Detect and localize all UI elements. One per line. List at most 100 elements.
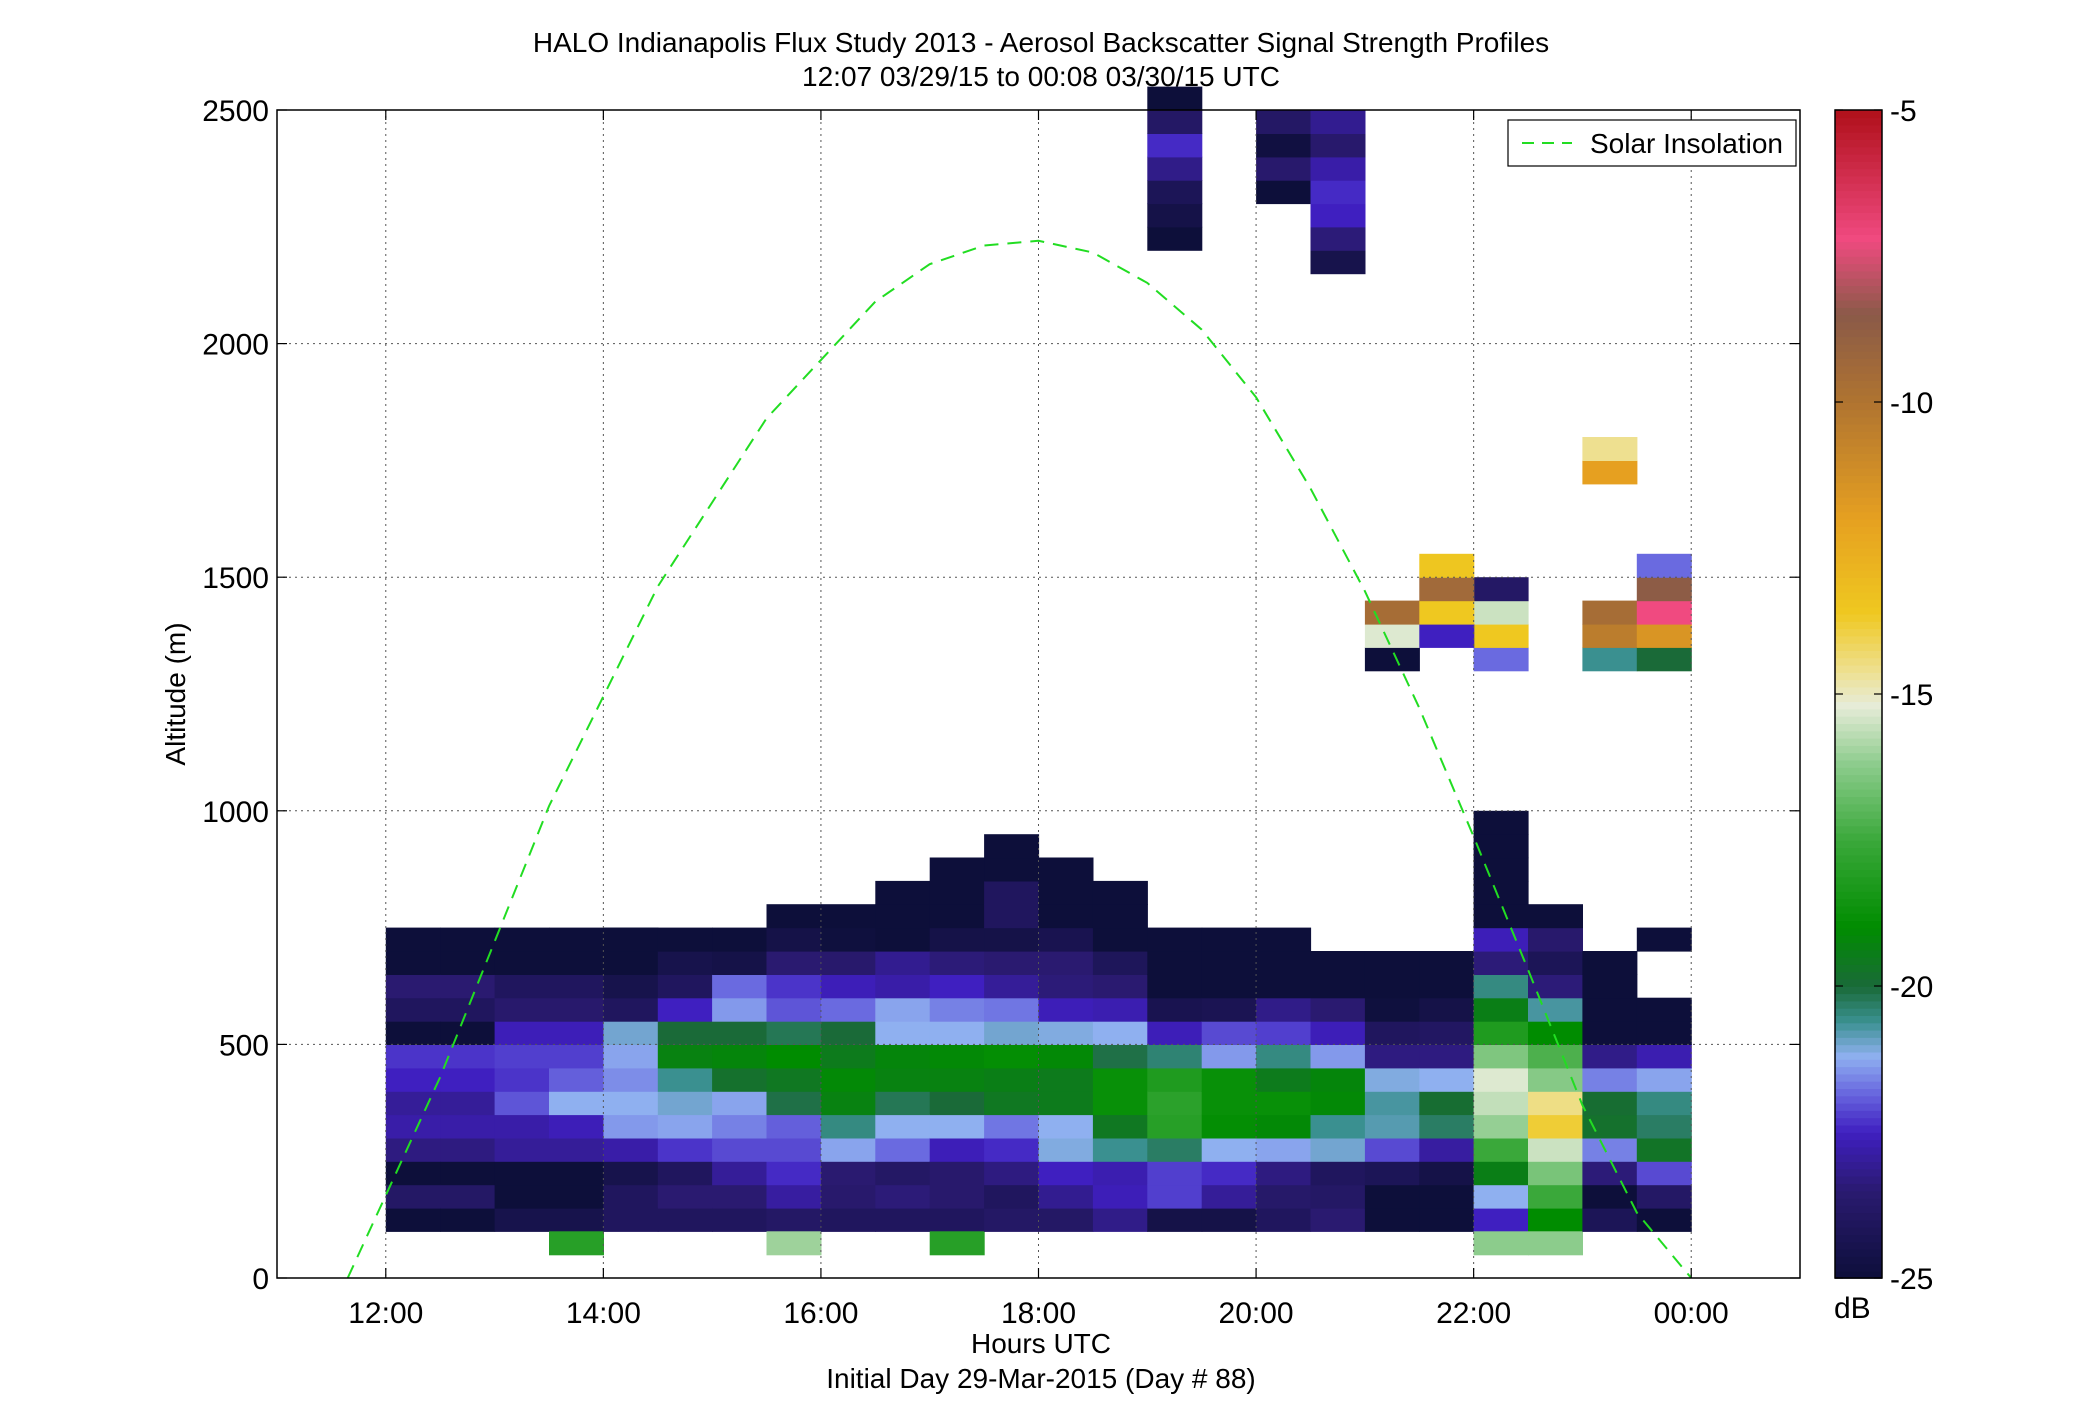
- heatmap-cell: [712, 1067, 768, 1092]
- colorbar-swatch: [1835, 183, 1882, 192]
- heatmap-cell: [657, 1067, 713, 1092]
- heatmap-cell: [1364, 1207, 1420, 1232]
- heatmap-cell: [1147, 927, 1203, 952]
- heatmap-cell: [1147, 1021, 1203, 1045]
- heatmap-cell: [1364, 1137, 1420, 1162]
- colorbar-swatch: [1835, 350, 1882, 359]
- y-axis-label: Altitude (m): [160, 622, 191, 765]
- heatmap-cell: [1310, 1137, 1366, 1162]
- heatmap-cell: [549, 1067, 604, 1092]
- colorbar-swatch: [1835, 314, 1882, 323]
- heatmap-cell: [385, 997, 441, 1022]
- heatmap-cell: [1256, 1067, 1312, 1092]
- heatmap-cell: [1473, 1021, 1529, 1045]
- heatmap-cell: [1310, 1067, 1366, 1092]
- legend: Solar Insolation: [1507, 119, 1797, 167]
- heatmap-cell: [1419, 1067, 1475, 1092]
- colorbar-swatch: [1835, 1044, 1882, 1053]
- heatmap-cell: [1419, 553, 1475, 578]
- heatmap-cell: [875, 997, 931, 1022]
- heatmap-cell: [1636, 1161, 1692, 1186]
- heatmap-cell: [549, 951, 604, 975]
- colorbar-swatch: [1835, 460, 1882, 469]
- heatmap-cell: [820, 1067, 876, 1092]
- colorbar-swatch: [1835, 343, 1882, 352]
- heatmap-cell: [1582, 1114, 1638, 1139]
- colorbar-swatch: [1835, 277, 1882, 286]
- colorbar-swatch: [1835, 1256, 1882, 1265]
- colorbar-swatch: [1835, 1168, 1882, 1177]
- colorbar-swatch: [1835, 949, 1882, 958]
- colorbar-swatch: [1835, 737, 1882, 746]
- heatmap-cell: [820, 974, 876, 999]
- colorbar-swatch: [1835, 752, 1882, 761]
- heatmap-cell: [766, 997, 822, 1022]
- heatmap-cell: [875, 1044, 931, 1069]
- heatmap-cell: [1092, 1207, 1148, 1232]
- heatmap-cell: [1473, 623, 1529, 648]
- heatmap-cell: [1092, 1161, 1148, 1186]
- x-tick-label: 22:00: [1436, 1297, 1511, 1330]
- heatmap-cell: [1147, 156, 1203, 181]
- colorbar-swatch: [1835, 394, 1882, 403]
- colorbar-swatch: [1835, 562, 1882, 571]
- x-axis-label: Hours UTC: [971, 1328, 1111, 1359]
- colorbar-swatch: [1835, 256, 1882, 265]
- heatmap-cell: [1310, 1161, 1366, 1186]
- heatmap-cell: [1038, 1067, 1094, 1092]
- heatmap-cell: [1419, 1091, 1475, 1116]
- colorbar: -5 -10 -15 -20 -25 dB: [1834, 95, 1933, 1325]
- heatmap-cell: [984, 1067, 1040, 1092]
- heatmap-cell: [1473, 810, 1529, 835]
- heatmap-cell: [1256, 110, 1312, 134]
- heatmap-cell: [1582, 1021, 1638, 1045]
- heatmap-cell: [1582, 647, 1638, 672]
- colorbar-swatch: [1835, 555, 1882, 564]
- heatmap-cell: [1473, 1044, 1529, 1069]
- heatmap-cell: [1147, 1044, 1203, 1069]
- colorbar-swatch: [1835, 1095, 1882, 1104]
- heatmap-cell: [1473, 1137, 1529, 1162]
- colorbar-swatch: [1835, 1248, 1882, 1257]
- heatmap-cell: [1201, 997, 1257, 1022]
- colorbar-swatch: [1835, 971, 1882, 980]
- colorbar-swatch: [1835, 986, 1882, 995]
- heatmap-cell: [1256, 1044, 1312, 1069]
- heatmap-cell: [820, 997, 876, 1022]
- heatmap-cell: [1038, 1207, 1094, 1232]
- heatmap-cell: [1419, 1021, 1475, 1045]
- colorbar-swatch: [1835, 1183, 1882, 1192]
- heatmap-cell: [766, 974, 822, 999]
- heatmap-cell: [766, 1091, 822, 1116]
- heatmap-cell: [984, 1091, 1040, 1116]
- heatmap-cell: [549, 1161, 604, 1186]
- heatmap-cell: [603, 1137, 659, 1162]
- heatmap-cell: [1310, 1091, 1366, 1116]
- heatmap-cell: [1038, 1184, 1094, 1209]
- heatmap-cell: [1473, 1207, 1529, 1232]
- heatmap-cell: [1092, 1137, 1148, 1162]
- colorbar-swatch: [1835, 694, 1882, 703]
- heatmap-cell: [1473, 927, 1529, 952]
- heatmap-cell: [1038, 880, 1094, 905]
- heatmap-cell: [929, 1184, 985, 1209]
- colorbar-swatch: [1835, 1197, 1882, 1206]
- heatmap-cell: [929, 1114, 985, 1139]
- heatmap-cell: [984, 951, 1040, 975]
- heatmap-cell: [603, 1184, 659, 1209]
- heatmap-cell: [1473, 951, 1529, 975]
- heatmap-cell: [820, 927, 876, 952]
- heatmap-cell: [1636, 553, 1692, 578]
- colorbar-swatch: [1835, 650, 1882, 659]
- colorbar-swatch: [1835, 489, 1882, 498]
- heatmap-cell: [549, 1114, 604, 1139]
- colorbar-tick-label: -10: [1890, 387, 1933, 420]
- x-axis-ticks: 12:00 14:00 16:00 18:00 20:00 22:00 00:00: [348, 110, 1729, 1330]
- colorbar-swatch: [1835, 723, 1882, 732]
- heatmap-cell: [494, 1207, 550, 1232]
- heatmap-cell: [929, 974, 985, 999]
- heatmap-cell: [549, 1137, 604, 1162]
- heatmap-cell: [1147, 974, 1203, 999]
- heatmap-cell: [549, 1044, 604, 1069]
- heatmap-cell: [1473, 880, 1529, 905]
